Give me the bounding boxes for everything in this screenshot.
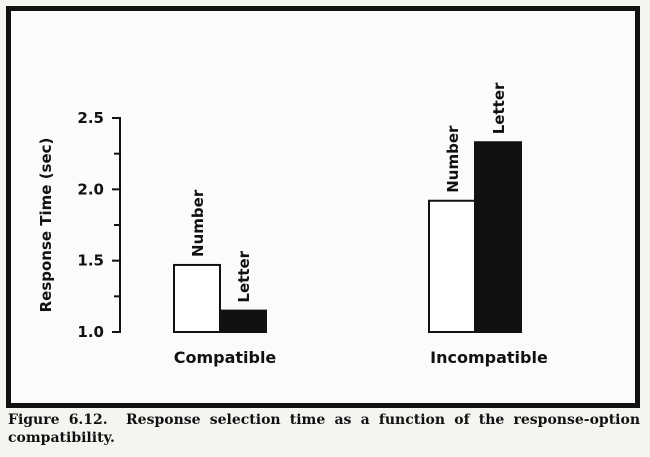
y-tick-label-0: 1.0 xyxy=(77,323,104,341)
category-label-0: Compatible xyxy=(174,348,277,367)
caption-spacer xyxy=(108,412,126,428)
bar-label-number-compatible: Number xyxy=(189,189,207,257)
bar-label-number-incompatible: Number xyxy=(444,125,462,193)
figure-label: Figure 6.12. xyxy=(8,412,108,428)
figure-frame: 1.0 1.5 2.0 2.5 Response Time (sec) Number Let… xyxy=(6,6,640,408)
y-tick-label-2: 2.0 xyxy=(77,180,104,198)
bar-number-incompatible xyxy=(428,199,476,333)
bar-number-compatible xyxy=(173,263,221,334)
category-label-1: Incompatible xyxy=(430,348,548,367)
y-tick-label-3: 2.5 xyxy=(77,109,104,127)
bar-label-letter-incompatible: Letter xyxy=(490,82,508,134)
y-tick-label-1: 1.5 xyxy=(77,252,104,270)
bar-label-letter-compatible: Letter xyxy=(235,250,253,302)
figure-caption: Figure 6.12. Response selection time as … xyxy=(8,411,640,447)
bar-letter-compatible xyxy=(219,309,267,334)
bar-chart: 1.0 1.5 2.0 2.5 Response Time (sec) Number Let… xyxy=(37,82,548,367)
y-axis-title: Response Time (sec) xyxy=(37,138,55,313)
bar-letter-incompatible xyxy=(474,141,522,333)
caption-text: Response selection time as a function of… xyxy=(8,412,645,446)
